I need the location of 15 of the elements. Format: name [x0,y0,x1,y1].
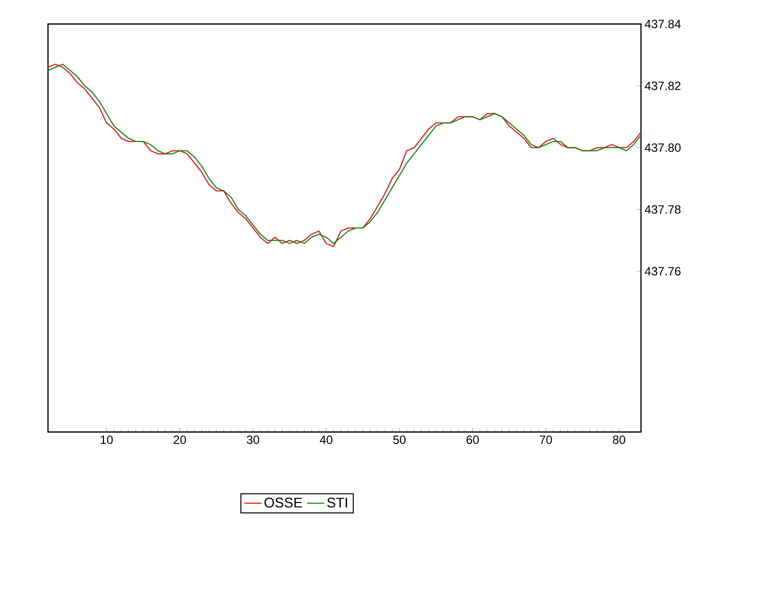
legend-label: STI [327,498,347,508]
x-tick-label: 20 [174,436,186,444]
x-tick-label: 30 [246,436,260,444]
y-tick-label: 437.78 [644,205,681,214]
x-tick-label: 80 [612,436,626,444]
x-tick-label: 10 [100,436,113,444]
legend-label: OSSE [264,498,302,508]
y-tick-label: 437.80 [644,143,681,152]
x-tick-label: 60 [466,436,479,444]
y-tick-label: 437.82 [644,82,680,90]
y-tick-label: 437.84 [644,20,681,28]
x-tick-label: 40 [320,436,332,444]
x-tick-label: 50 [393,436,406,444]
x-tick-label: 70 [540,436,552,444]
y-tick-label: 437.76 [644,267,681,276]
